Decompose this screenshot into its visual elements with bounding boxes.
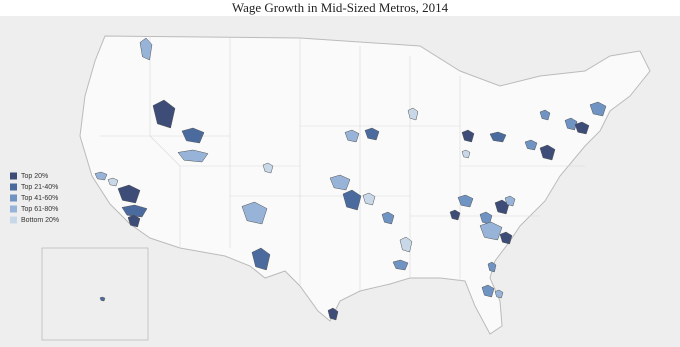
metro: [262, 162, 274, 174]
legend-swatch: [10, 194, 17, 202]
metro: [461, 149, 471, 159]
metro: [117, 184, 141, 204]
metro: [487, 261, 497, 273]
legend-label: Bottom 20%: [21, 217, 59, 224]
us-land: [79, 35, 651, 335]
metro: [589, 101, 607, 117]
metro: [181, 127, 205, 144]
metro: [327, 307, 339, 321]
metro: [494, 199, 510, 215]
metro: [539, 109, 551, 121]
metro: [407, 107, 419, 121]
metro: [574, 121, 590, 135]
legend-label: Top 61-80%: [21, 206, 58, 213]
metro: [479, 221, 503, 241]
metro: [364, 127, 380, 141]
legend-swatch: [10, 216, 17, 224]
legend-swatch: [10, 205, 17, 213]
metro: [121, 204, 148, 218]
metro: [489, 131, 507, 143]
metro: [479, 211, 493, 225]
legend-label: Top 21-40%: [21, 184, 58, 191]
legend-swatch: [10, 183, 17, 191]
metro: [381, 211, 395, 225]
legend: Top 20% Top 21-40% Top 41-60% Top 61-80% Bot…: [10, 172, 59, 224]
map: Top 20% Top 21-40% Top 41-60% Top 61-80% Bot…: [0, 16, 680, 347]
metro: [251, 247, 271, 271]
metro: [127, 214, 141, 228]
metro: [139, 37, 153, 61]
metro: [94, 171, 108, 181]
metro: [461, 129, 475, 143]
metro: [342, 189, 362, 211]
legend-label: Top 20%: [21, 173, 48, 180]
metro: [481, 284, 495, 298]
metro: [329, 174, 351, 191]
map-title: Wage Growth in Mid-Sized Metros, 2014: [231, 0, 449, 15]
metro: [362, 192, 376, 206]
state-borders: [100, 36, 585, 291]
metro: [457, 194, 474, 208]
legend-swatch: [10, 172, 17, 180]
legend-label: Top 41-60%: [21, 195, 58, 202]
metro: [524, 139, 538, 151]
metro: [177, 149, 209, 163]
metro: [449, 209, 461, 221]
metro: [399, 236, 413, 253]
metro: [152, 99, 176, 129]
metro: [99, 296, 106, 302]
metro: [392, 259, 409, 271]
metro: [504, 195, 516, 207]
metro: [494, 289, 504, 299]
metros: [94, 37, 607, 321]
metro: [107, 177, 119, 187]
metro: [344, 129, 360, 143]
metro: [539, 144, 556, 161]
metro: [499, 231, 513, 245]
inset-frame: [41, 247, 149, 341]
metro: [241, 201, 268, 225]
